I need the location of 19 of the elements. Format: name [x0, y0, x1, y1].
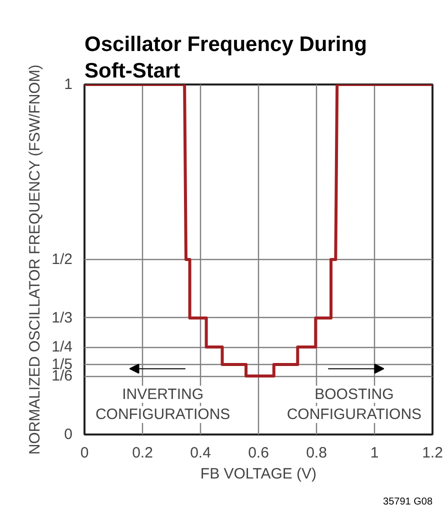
- line-series: [84, 84, 432, 378]
- text: 35791 G08: [383, 496, 433, 508]
- annotation: INVERTING CONFIGURATIONS: [95, 386, 230, 424]
- x-tick-label: 0.6: [248, 444, 269, 462]
- x-tick-label: 1: [370, 444, 379, 462]
- y-axis-title: NORMALIZED OSCILLATOR FREQUENCY (FSW/FNOM): [26, 64, 44, 455]
- x-tick-label: 0: [80, 444, 89, 462]
- x-tick-label: 0.2: [132, 444, 153, 462]
- chart-title: Oscillator Frequency During Soft-Start: [84, 33, 367, 82]
- x-tick-label: 1.2: [422, 444, 443, 462]
- x-tick-label: 0.4: [190, 444, 211, 462]
- annotation: BOOSTING CONFIGURATIONS: [286, 386, 422, 424]
- y-tick-label: 0: [64, 426, 72, 443]
- x-tick-label: 0.8: [306, 444, 327, 462]
- x-axis-title: FB VOLTAGE (V): [200, 466, 317, 482]
- y-tick-label: 1: [64, 76, 72, 93]
- y-tick-label: 1/3: [52, 309, 73, 326]
- y-tick-label: 1/4: [52, 338, 73, 356]
- y-tick-label: 1/2: [52, 251, 73, 268]
